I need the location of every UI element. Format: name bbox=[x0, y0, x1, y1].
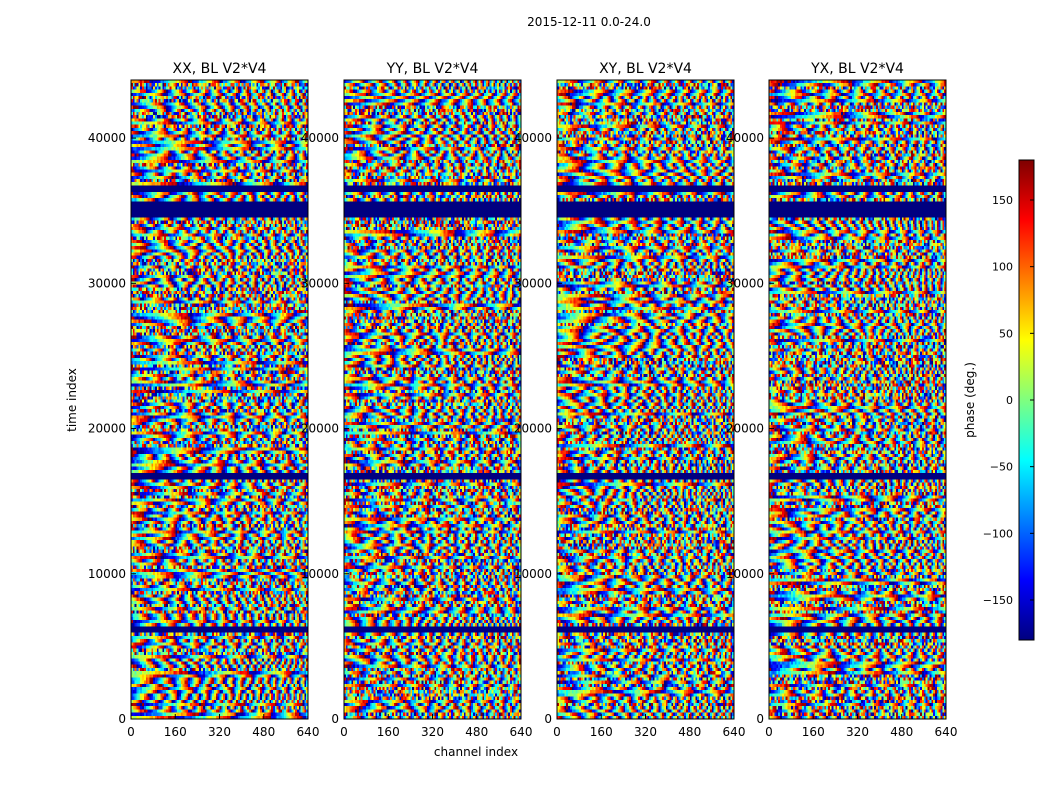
panel-2-heatmap bbox=[344, 80, 521, 719]
x-tick-label: 160 bbox=[802, 725, 825, 739]
y-tick-label: 40000 bbox=[726, 131, 764, 145]
panels-group: XX, BL V2*V4 0 160 320 480 640 0 10000 20000 3000… bbox=[88, 61, 958, 739]
panel-2-title: YY, BL V2*V4 bbox=[386, 61, 479, 77]
y-tick-label: 30000 bbox=[88, 276, 126, 290]
panel-3-title: XY, BL V2*V4 bbox=[599, 61, 692, 77]
y-tick-label: 40000 bbox=[514, 131, 552, 145]
y-tick-label: 20000 bbox=[88, 422, 126, 436]
colorbar-label: phase (deg.) bbox=[963, 362, 977, 438]
x-axis-label: channel index bbox=[434, 745, 518, 759]
colorbar-tick-label: 50 bbox=[999, 327, 1013, 340]
x-tick-label: 320 bbox=[634, 725, 657, 739]
y-tick-label: 0 bbox=[118, 712, 126, 726]
y-tick-label: 0 bbox=[756, 712, 764, 726]
colorbar: −150 −100 −50 0 50 100 150 bbox=[983, 159, 1035, 641]
x-tick-label: 160 bbox=[164, 725, 187, 739]
colorbar-tick-label: 0 bbox=[1006, 394, 1013, 407]
x-tick-label: 480 bbox=[465, 725, 488, 739]
panel-3: XY, BL V2*V4 0 160 320 480 640 0 10000 20000 3000… bbox=[514, 61, 746, 739]
panel-4-title: YX, BL V2*V4 bbox=[810, 61, 904, 77]
y-tick-label: 20000 bbox=[726, 422, 764, 436]
x-tick-label: 320 bbox=[846, 725, 869, 739]
colorbar-tick-label: −150 bbox=[983, 594, 1013, 607]
y-tick-label: 10000 bbox=[726, 567, 764, 581]
panel-4-heatmap bbox=[769, 80, 946, 719]
x-tick-label: 0 bbox=[340, 725, 348, 739]
y-tick-label: 40000 bbox=[88, 131, 126, 145]
x-tick-label: 320 bbox=[421, 725, 444, 739]
panel-2: YY, BL V2*V4 0 160 320 480 640 0 10000 20000 3000… bbox=[301, 61, 533, 739]
y-tick-label: 20000 bbox=[514, 422, 552, 436]
colorbar-tick-label: −100 bbox=[983, 527, 1013, 540]
y-tick-label: 10000 bbox=[88, 567, 126, 581]
colorbar-tick-label: 100 bbox=[992, 261, 1013, 274]
x-tick-label: 160 bbox=[590, 725, 613, 739]
y-axis-label: time index bbox=[65, 368, 79, 432]
panel-1-title: XX, BL V2*V4 bbox=[173, 61, 267, 77]
x-tick-label: 640 bbox=[935, 725, 958, 739]
y-tick-label: 40000 bbox=[301, 131, 339, 145]
x-tick-label: 640 bbox=[510, 725, 533, 739]
x-tick-label: 0 bbox=[765, 725, 773, 739]
x-tick-label: 160 bbox=[377, 725, 400, 739]
y-tick-label: 30000 bbox=[514, 276, 552, 290]
y-tick-label: 10000 bbox=[301, 567, 339, 581]
y-tick-label: 30000 bbox=[301, 276, 339, 290]
x-tick-label: 480 bbox=[890, 725, 913, 739]
x-tick-label: 480 bbox=[252, 725, 275, 739]
x-tick-label: 0 bbox=[127, 725, 135, 739]
y-tick-label: 10000 bbox=[514, 567, 552, 581]
y-tick-label: 20000 bbox=[301, 422, 339, 436]
panel-3-heatmap bbox=[557, 80, 734, 719]
colorbar-tick-label: −50 bbox=[990, 461, 1013, 474]
colorbar-tick-label: 150 bbox=[992, 194, 1013, 207]
y-tick-label: 30000 bbox=[726, 276, 764, 290]
y-tick-label: 0 bbox=[331, 712, 339, 726]
panel-1-heatmap bbox=[131, 80, 308, 719]
x-tick-label: 640 bbox=[723, 725, 746, 739]
x-tick-label: 480 bbox=[678, 725, 701, 739]
x-tick-label: 640 bbox=[297, 725, 320, 739]
x-tick-label: 0 bbox=[553, 725, 561, 739]
panel-1: XX, BL V2*V4 0 160 320 480 640 0 10000 20000 3000… bbox=[88, 61, 320, 739]
y-tick-label: 0 bbox=[544, 712, 552, 726]
x-tick-label: 320 bbox=[208, 725, 231, 739]
figure-suptitle: 2015-12-11 0.0-24.0 bbox=[527, 15, 651, 29]
panel-4: YX, BL V2*V4 0 160 320 480 640 0 10000 20000 3000… bbox=[726, 61, 958, 739]
